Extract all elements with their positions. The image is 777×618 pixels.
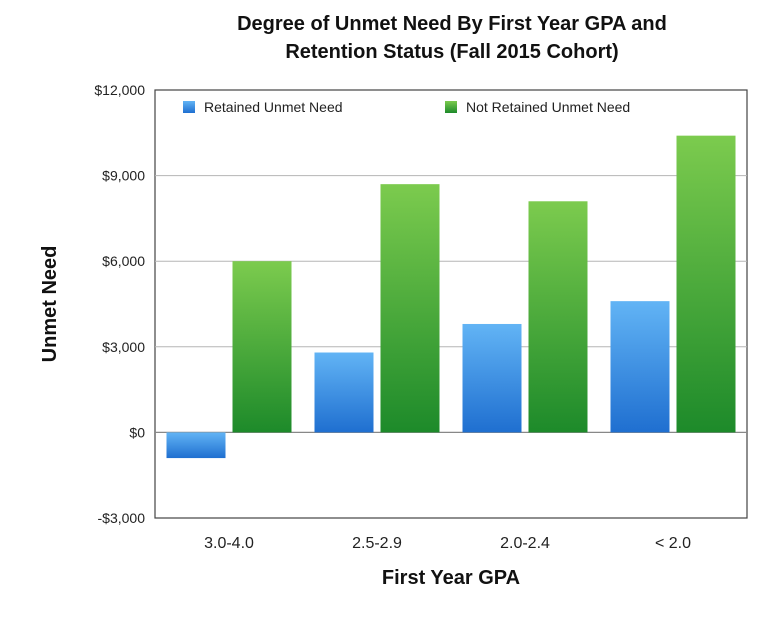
- bar-not-retained: [380, 184, 440, 433]
- y-tick-label: $6,000: [102, 253, 145, 269]
- bar-retained: [610, 301, 670, 433]
- x-axis-ticks: 3.0-4.0 2.5-2.9 2.0-2.4 < 2.0: [204, 535, 691, 552]
- x-tick-label: 3.0-4.0: [204, 535, 254, 552]
- bar-not-retained: [528, 201, 588, 433]
- legend-label-retained: Retained Unmet Need: [204, 99, 343, 115]
- legend-swatch-retained: [183, 101, 195, 113]
- legend: Retained Unmet Need Not Retained Unmet N…: [183, 99, 630, 115]
- y-axis-ticks: $12,000 $9,000 $6,000 $3,000 $0 -$3,000: [94, 82, 145, 526]
- bars: [166, 135, 736, 459]
- y-tick-label: $0: [129, 424, 145, 440]
- x-tick-label: 2.0-2.4: [500, 535, 550, 552]
- chart-title-line-2: Retention Status (Fall 2015 Cohort): [285, 41, 618, 63]
- bar-not-retained: [676, 135, 736, 433]
- legend-label-not-retained: Not Retained Unmet Need: [466, 99, 630, 115]
- y-axis-label: Unmet Need: [39, 246, 61, 363]
- y-tick-label: -$3,000: [98, 510, 146, 526]
- y-tick-label: $12,000: [94, 82, 145, 98]
- chart-title-line-1: Degree of Unmet Need By First Year GPA a…: [237, 13, 667, 35]
- x-axis-label: First Year GPA: [382, 567, 520, 589]
- y-tick-label: $3,000: [102, 339, 145, 355]
- bar-not-retained: [232, 261, 292, 433]
- bar-retained: [462, 323, 522, 433]
- x-tick-label: < 2.0: [655, 535, 691, 552]
- x-tick-label: 2.5-2.9: [352, 535, 402, 552]
- bar-retained: [166, 432, 226, 459]
- legend-swatch-not-retained: [445, 101, 457, 113]
- y-tick-label: $9,000: [102, 168, 145, 184]
- bar-retained: [314, 352, 374, 433]
